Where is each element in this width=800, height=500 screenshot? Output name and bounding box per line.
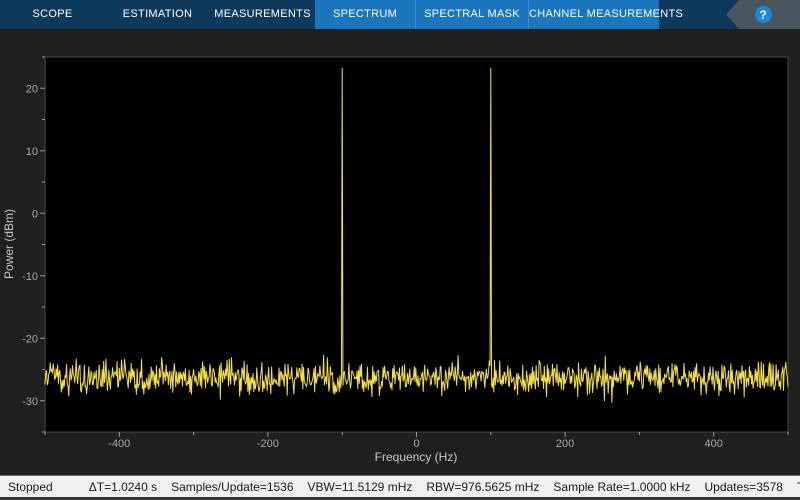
x-tick-label: 400 <box>705 438 723 450</box>
status-vbw: VBW=11.5129 mHz <box>307 479 413 494</box>
tab-spectrum[interactable]: SPECTRUM <box>332 8 398 20</box>
spectrum-tab-group: SPECTRUM SPECTRAL MASK CHANNEL MEASUREME… <box>315 0 683 29</box>
y-axis-label: Power (dBm) <box>2 209 16 279</box>
tab-spectral-mask[interactable]: SPECTRAL MASK <box>415 0 528 29</box>
x-tick-label: -200 <box>257 438 279 450</box>
spectrum-trace <box>44 67 789 403</box>
y-tick-label: 20 <box>26 83 38 95</box>
y-tick-label: -20 <box>22 333 38 345</box>
axes-background <box>44 56 789 433</box>
status-time: T=5495.9 <box>797 480 800 494</box>
status-samples-per-update: Samples/Update=1536 <box>171 479 294 494</box>
x-tick-label: 200 <box>556 438 574 450</box>
spectrum-plot[interactable]: Power (dBm) Frequency (Hz) -400 -200 0 200 4… <box>0 29 800 475</box>
status-state: Stopped <box>8 479 53 494</box>
y-tick-label: -10 <box>22 271 38 283</box>
y-tick-label: 0 <box>32 208 38 220</box>
status-sample-rate: Sample Rate=1.0000 kHz <box>553 479 691 494</box>
toolstrip: SCOPE ESTIMATION MEASUREMENTS SPECTRUM S… <box>0 0 800 29</box>
y-tick-label: 10 <box>26 146 38 158</box>
tab-estimation[interactable]: ESTIMATION <box>122 8 193 20</box>
y-tick-label: -30 <box>22 396 38 408</box>
help-button[interactable]: ? <box>754 6 772 23</box>
tab-scope[interactable]: SCOPE <box>32 8 73 20</box>
x-tick-label: 0 <box>413 438 419 450</box>
figure-area: Power (dBm) Frequency (Hz) -400 -200 0 200 4… <box>0 29 800 475</box>
status-bar: Stopped ΔT=1.0240 s Samples/Update=1536 … <box>0 475 800 497</box>
status-updates: Updates=3578 <box>704 479 783 494</box>
status-rbw: RBW=976.5625 mHz <box>426 479 540 494</box>
help-banner: ? <box>726 0 800 29</box>
window-bottom-border <box>0 497 800 500</box>
x-tick-label: -400 <box>108 438 130 450</box>
tab-channel-measurements[interactable]: CHANNEL MEASUREMENTS <box>528 0 683 29</box>
x-axis-label: Frequency (Hz) <box>375 450 458 464</box>
tab-measurements[interactable]: MEASUREMENTS <box>214 8 311 20</box>
status-delta-t: ΔT=1.0240 s <box>88 479 158 494</box>
